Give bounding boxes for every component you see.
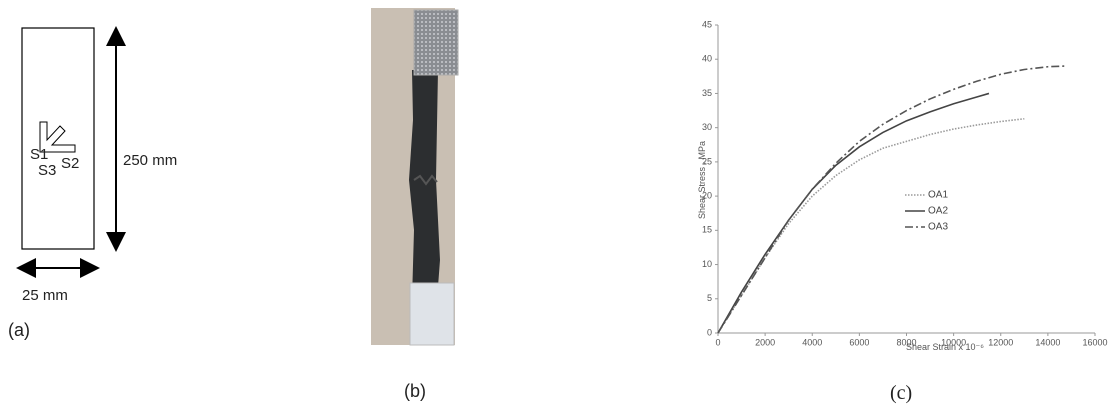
grip-tab — [409, 282, 455, 346]
x-tick-label: 2000 — [755, 337, 775, 347]
x-axis-label: Shear Strain x 10⁻⁶ — [906, 342, 984, 352]
y-tick-label: 10 — [702, 259, 712, 269]
y-tick-label: 40 — [702, 54, 712, 64]
chart: Shear Strain x 10⁻⁶ Shear Stress , MPa (… — [697, 19, 1108, 404]
series-line — [717, 92, 990, 334]
width-label: 25 mm — [22, 287, 68, 304]
y-tick-label: 0 — [707, 327, 712, 337]
panel-caption: (b) — [404, 381, 426, 401]
y-tick-label: 15 — [702, 225, 712, 235]
x-tick-label: 8000 — [896, 337, 916, 347]
y-tick-label: 45 — [702, 19, 712, 29]
length-label: 250 mm — [123, 152, 177, 169]
panel-caption: (c) — [890, 382, 912, 404]
x-tick-label: 4000 — [802, 337, 822, 347]
grip-tab — [413, 9, 459, 76]
gauge-label: S1 — [30, 146, 48, 163]
gauge-label: S2 — [61, 155, 79, 172]
panel-caption: (a) — [8, 320, 30, 340]
y-tick-label: 30 — [702, 122, 712, 132]
series-line — [717, 65, 1065, 334]
wrinkle — [413, 174, 438, 186]
specimen-photo: (b) — [371, 8, 459, 401]
x-tick-label: 12000 — [988, 337, 1013, 347]
gauge-label: S3 — [38, 162, 56, 179]
legend-label: OA3 — [928, 222, 948, 233]
y-tick-label: 35 — [702, 88, 712, 98]
x-tick-label: 16000 — [1082, 337, 1107, 347]
y-axis-label: Shear Stress , MPa — [697, 141, 707, 219]
legend-label: OA2 — [928, 206, 948, 217]
legend-label: OA1 — [928, 190, 948, 201]
specimen-strip — [409, 70, 440, 300]
y-tick-label: 25 — [702, 156, 712, 166]
series-line — [717, 117, 1025, 334]
x-tick-label: 0 — [715, 337, 720, 347]
y-tick-label: 20 — [702, 190, 712, 200]
strain-gauge-rosette — [39, 121, 76, 153]
specimen-diagram: S1 S2 S3 250 mm 25 mm (a) — [8, 25, 177, 340]
x-tick-label: 10000 — [941, 337, 966, 347]
x-tick-label: 14000 — [1035, 337, 1060, 347]
x-tick-label: 6000 — [849, 337, 869, 347]
y-tick-label: 5 — [707, 293, 712, 303]
specimen-outline — [21, 27, 95, 250]
